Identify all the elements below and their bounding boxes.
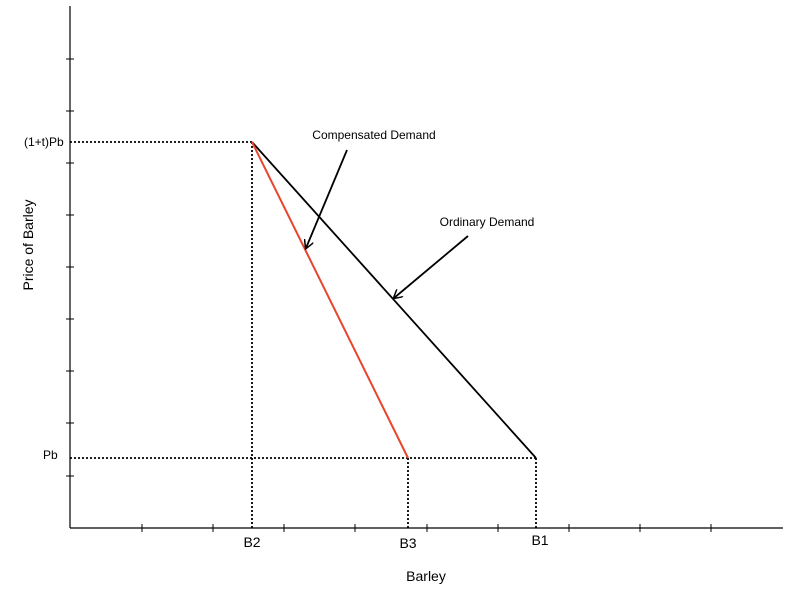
high-price-label: (1+t)Pb xyxy=(24,135,64,149)
guide-lines xyxy=(70,141,537,528)
compensated-demand-label: Compensated Demand xyxy=(312,128,435,142)
x-axis-ticks xyxy=(141,524,712,532)
compensated-demand-arrow xyxy=(306,149,348,248)
b3-label: B3 xyxy=(399,535,416,551)
low-price-label: Pb xyxy=(43,448,58,462)
ordinary-demand-label: Ordinary Demand xyxy=(440,215,535,229)
y-axis-title: Price of Barley xyxy=(20,199,36,290)
ordinary-demand-arrow xyxy=(394,235,469,298)
compensated-demand-curve xyxy=(251,141,409,459)
ordinary-demand-curve xyxy=(251,141,537,459)
b2-label: B2 xyxy=(243,534,260,550)
b1-label: B1 xyxy=(531,532,548,548)
x-axis-title: Barley xyxy=(406,568,446,584)
y-axis-ticks xyxy=(66,58,74,477)
